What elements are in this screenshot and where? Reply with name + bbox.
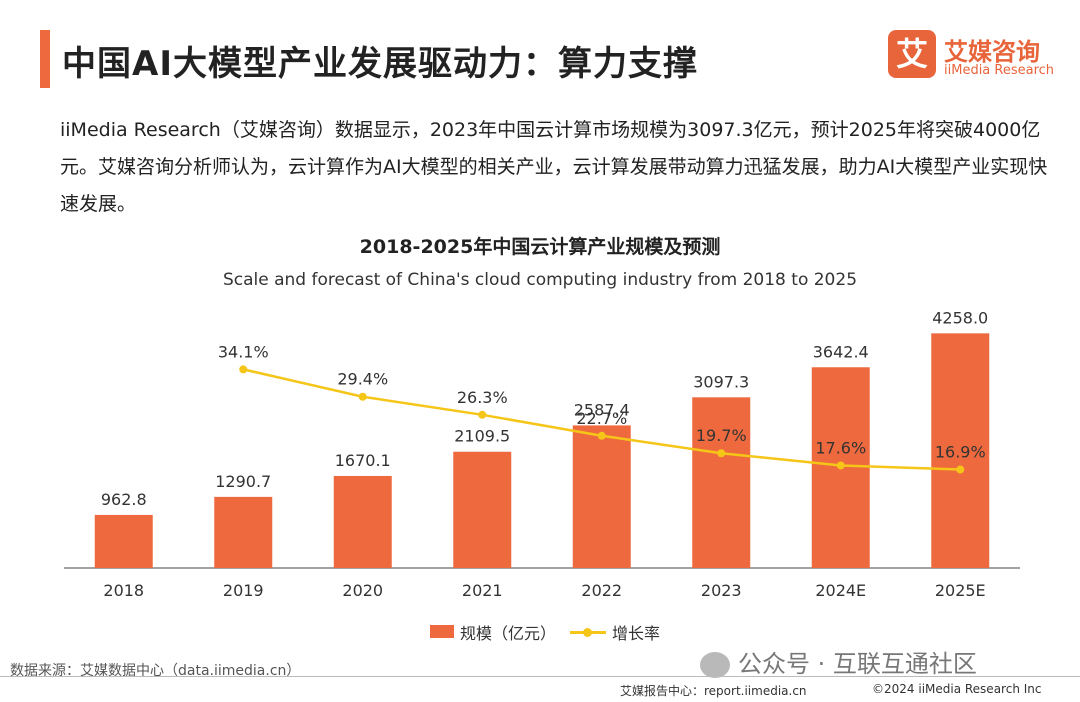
bar-2019	[214, 496, 273, 568]
logo-mark-icon: 艾	[888, 30, 936, 78]
x-tick-2018: 2018	[103, 581, 144, 600]
growth-label-2021: 26.3%	[457, 388, 508, 407]
growth-point-2024E	[836, 461, 845, 470]
growth-point-2023	[717, 449, 726, 458]
chart-title: 2018-2025年中国云计算产业规模及预测	[359, 236, 721, 258]
bar-label-2021: 2109.5	[454, 427, 510, 446]
growth-label-2022: 22.7%	[576, 409, 627, 428]
chart-subtitle: Scale and forecast of China's cloud comp…	[222, 270, 858, 290]
watermark-text: 公众号 · 互联互通社区	[738, 650, 977, 678]
bar-label-2025E: 4258.0	[932, 308, 988, 327]
intro-paragraph: iiMedia Research（艾媒咨询）数据显示，2023年中国云计算市场规…	[60, 119, 1048, 215]
bar-2018	[94, 514, 153, 568]
bar-label-2022: 2587.4	[574, 400, 630, 419]
page-title: 中国AI大模型产业发展驱动力：算力支撑	[62, 44, 698, 84]
x-tick-2020: 2020	[342, 581, 383, 600]
growth-point-2021	[478, 410, 487, 419]
legend-line-label: 增长率	[612, 624, 661, 643]
bar-2023	[692, 397, 751, 568]
watermark: 公众号 · 互联互通社区	[700, 644, 977, 679]
x-tick-2019: 2019	[223, 581, 264, 600]
legend-bar-label: 规模（亿元）	[460, 624, 557, 643]
x-tick-2022: 2022	[581, 581, 622, 600]
bar-label-2024E: 3642.4	[813, 342, 869, 361]
x-tick-2024E: 2024E	[815, 581, 866, 600]
title-accent-bar	[40, 30, 50, 88]
logo-english-name: iiMedia Research	[944, 63, 1055, 78]
bar-2021	[453, 451, 512, 568]
growth-point-2025E	[956, 465, 965, 474]
bar-label-2018: 962.8	[101, 490, 147, 509]
growth-label-2023: 19.7%	[696, 426, 747, 445]
footer-copyright: ©2024 iiMedia Research Inc	[872, 682, 1042, 696]
bar-2020	[333, 475, 392, 568]
bar-2025E	[931, 333, 990, 568]
growth-label-2025E: 16.9%	[935, 443, 986, 462]
footer-report-center: 艾媒报告中心：report.iimedia.cn	[620, 684, 807, 698]
growth-label-2020: 29.4%	[337, 370, 388, 389]
data-source-note: 数据来源：艾媒数据中心（data.iimedia.cn）	[10, 663, 301, 679]
legend-bar-swatch	[430, 625, 454, 638]
bar-label-2020: 1670.1	[335, 451, 391, 470]
growth-label-2019: 34.1%	[218, 342, 269, 361]
x-tick-2025E: 2025E	[935, 581, 986, 600]
wechat-icon	[700, 652, 730, 678]
growth-point-2020	[358, 392, 367, 401]
x-tick-2021: 2021	[462, 581, 503, 600]
brand-logo: 艾 艾媒咨询 iiMedia Research	[888, 30, 1068, 84]
growth-point-2019	[239, 365, 248, 374]
x-tick-2023: 2023	[701, 581, 742, 600]
legend-line-dot	[583, 628, 592, 637]
growth-point-2022	[597, 431, 606, 440]
logo-chinese-name: 艾媒咨询	[944, 38, 1040, 66]
bar-label-2019: 1290.7	[215, 472, 271, 491]
footer-divider	[0, 676, 1080, 677]
bar-label-2023: 3097.3	[693, 372, 749, 391]
growth-label-2024E: 17.6%	[815, 438, 866, 457]
bar-2022	[572, 425, 631, 568]
